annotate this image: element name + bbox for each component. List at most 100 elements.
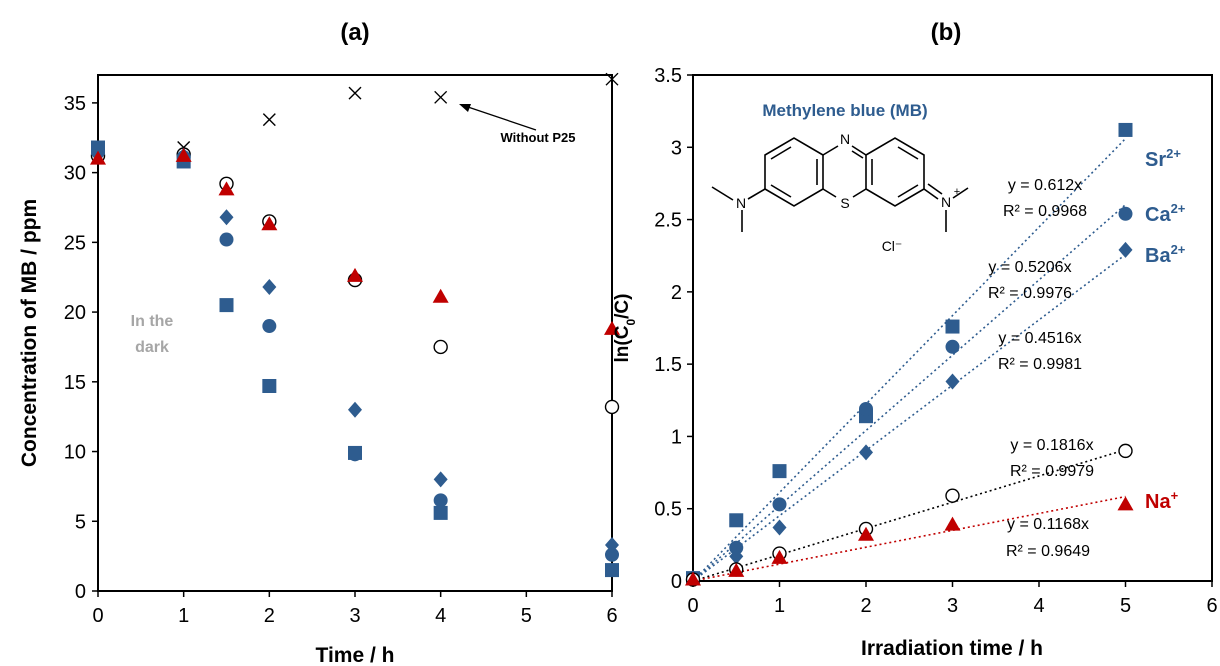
panel-b-y-tick-label: 1 bbox=[671, 426, 682, 448]
panel-b-label: (b) bbox=[931, 19, 962, 46]
panel-b-y-axis-label: ln(C0/C) bbox=[612, 294, 638, 363]
panel-a-y-axis-label: Concentration of MB / ppm bbox=[18, 199, 41, 467]
panel-b-series-labels: Sr2+ Ca2+ Ba2+ Na+ bbox=[1145, 146, 1186, 513]
panel-b-x-tick-label: 6 bbox=[1206, 595, 1217, 617]
panel-a-point-diamond bbox=[348, 401, 362, 418]
sulfur-atom: S bbox=[840, 195, 849, 211]
panel-a-point-circle bbox=[605, 547, 619, 562]
panel-b-x-tick-label: 5 bbox=[1120, 595, 1131, 617]
iminium-charge: + bbox=[954, 186, 960, 198]
panel-b-y-tick-label: 2 bbox=[671, 282, 682, 304]
panel-b-r-squared: R² = 0.9976 bbox=[988, 285, 1072, 302]
panel-b-x-tick-label: 1 bbox=[774, 595, 785, 617]
panel-a-x-tick-label: 1 bbox=[178, 605, 189, 627]
panel-b-equation: y = 0.5206x bbox=[988, 259, 1071, 276]
panel-a-plot-frame bbox=[97, 74, 613, 592]
panel-a-point-square bbox=[433, 505, 448, 520]
panel-a-point-circle-open bbox=[604, 399, 620, 415]
panel-a-point-square bbox=[219, 298, 234, 313]
panel-a-y-tick-label: 15 bbox=[64, 372, 86, 394]
panel-a-point-x bbox=[348, 86, 362, 100]
panel-b-r-squared: R² = 0.9649 bbox=[1006, 543, 1090, 560]
panel-a-point-circle-open bbox=[433, 339, 448, 355]
iminium-nitrogen: N bbox=[941, 194, 951, 210]
panel-b-series-label: Sr2+ bbox=[1145, 146, 1181, 171]
panel-a-x-ticks: 0 1 2 3 4 5 6 bbox=[92, 591, 618, 627]
panel-a-point-circle bbox=[262, 319, 277, 334]
panel-a-x-tick-label: 0 bbox=[92, 605, 103, 627]
left-amine-nitrogen: N bbox=[736, 195, 746, 211]
panel-b-equations: y = 0.612x R² = 0.9968 y = 0.5206x R² = 0.9… bbox=[988, 177, 1094, 560]
panel-b-x-ticks: 0 1 2 3 4 5 6 bbox=[687, 581, 1218, 617]
in-the-dark-line-2: dark bbox=[135, 339, 169, 356]
panel-b-data-marks bbox=[685, 122, 1134, 587]
panel-a-point-triangle bbox=[347, 267, 363, 282]
panel-a-y-tick-label: 5 bbox=[75, 511, 86, 533]
panel-a-y-tick-label: 10 bbox=[64, 442, 86, 464]
panel-b-point-diamond bbox=[945, 373, 960, 390]
panel-b-trendline bbox=[692, 253, 1126, 582]
panel-b-y-tick-label: 1.5 bbox=[654, 354, 682, 376]
panel-b-y-tick-label: 0.5 bbox=[654, 499, 682, 521]
panel-b-point-square bbox=[729, 513, 744, 528]
panel-a-point-diamond bbox=[433, 471, 448, 488]
panel-a-y-tick-label: 30 bbox=[64, 163, 86, 185]
panel-b-x-axis-label: Irradiation time / h bbox=[861, 637, 1043, 660]
panel-b-point-diamond bbox=[859, 444, 873, 461]
panel-b-series-label: Ca2+ bbox=[1145, 201, 1186, 226]
ring-nitrogen-atom: N bbox=[840, 131, 850, 147]
panel-a-x-tick-label: 3 bbox=[349, 605, 360, 627]
panel-a-point-diamond bbox=[605, 536, 619, 553]
panel-b-point-triangle bbox=[944, 516, 961, 531]
panel-a-point-circle bbox=[348, 447, 362, 462]
panel-a-x-axis-label: Time / h bbox=[316, 644, 395, 666]
panel-a-x-tick-label: 4 bbox=[435, 605, 446, 627]
panel-b-trendline bbox=[692, 204, 1127, 582]
panel-a-point-triangle bbox=[218, 181, 235, 196]
panel-b-point-circle bbox=[1118, 206, 1133, 221]
panel-b-y-tick-label: 0 bbox=[671, 571, 682, 593]
panel-b-y-tick-label: 3.5 bbox=[654, 65, 682, 87]
panel-b-point-circle bbox=[772, 497, 787, 512]
panel-a-point-triangle bbox=[90, 150, 106, 165]
panel-b-equation: y = 0.4516x bbox=[998, 330, 1081, 347]
panel-b-point-square bbox=[1118, 122, 1133, 137]
panel-a: (a) 0 1 2 3 4 5 6 0 5 10 15 20 25 30 35 Time / h Conc… bbox=[18, 19, 620, 666]
methylene-blue-structure: Methylene blue (MB) bbox=[711, 101, 969, 254]
panel-b-trendlines bbox=[692, 138, 1127, 582]
panel-a-point-x bbox=[605, 72, 619, 86]
panel-b-point-circle-open bbox=[945, 488, 960, 503]
panel-b-x-tick-label: 2 bbox=[860, 595, 871, 617]
panel-a-y-tick-label: 25 bbox=[64, 232, 86, 254]
panel-a-y-tick-label: 0 bbox=[75, 581, 86, 603]
panel-b-point-circle-open bbox=[1118, 443, 1133, 459]
panel-a-point-square bbox=[262, 378, 277, 393]
panel-a-point-square bbox=[605, 563, 619, 578]
panel-a-x-tick-label: 5 bbox=[521, 605, 532, 627]
panel-b: (b) 0 1 2 3 4 5 6 0 0.5 1 1.5 2 2.5 3 3.5 Irradiation… bbox=[612, 19, 1218, 660]
panel-b-trendline bbox=[692, 495, 1126, 582]
panel-b-r-squared: R² = 0.9979 bbox=[1010, 463, 1094, 480]
panel-b-point-circle bbox=[729, 540, 744, 555]
panel-b-point-triangle bbox=[858, 526, 874, 541]
panel-b-trendline bbox=[692, 448, 1126, 582]
panel-b-point-diamond bbox=[729, 548, 744, 565]
panel-a-point-triangle bbox=[604, 320, 620, 335]
without-p25-arrow-head bbox=[459, 104, 471, 112]
in-the-dark-line-1: In the bbox=[131, 313, 174, 330]
panel-b-equation: y = 0.1168x bbox=[1007, 516, 1089, 533]
panel-a-x-tick-label: 2 bbox=[264, 605, 275, 627]
panel-b-x-tick-label: 3 bbox=[947, 595, 958, 617]
chloride-counterion: Cl⁻ bbox=[882, 238, 903, 254]
panel-a-point-triangle bbox=[175, 147, 192, 162]
panel-a-point-x bbox=[262, 113, 276, 127]
panel-b-point-triangle bbox=[1117, 496, 1134, 511]
panel-a-x-tick-label: 6 bbox=[606, 605, 617, 627]
panel-b-point-square bbox=[772, 464, 787, 479]
panel-b-point-circle bbox=[945, 339, 960, 354]
panel-b-series-label: Ba2+ bbox=[1145, 242, 1186, 267]
panel-a-point-triangle bbox=[261, 216, 278, 231]
panel-a-y-tick-label: 35 bbox=[64, 93, 86, 115]
panel-a-label: (a) bbox=[340, 19, 369, 46]
